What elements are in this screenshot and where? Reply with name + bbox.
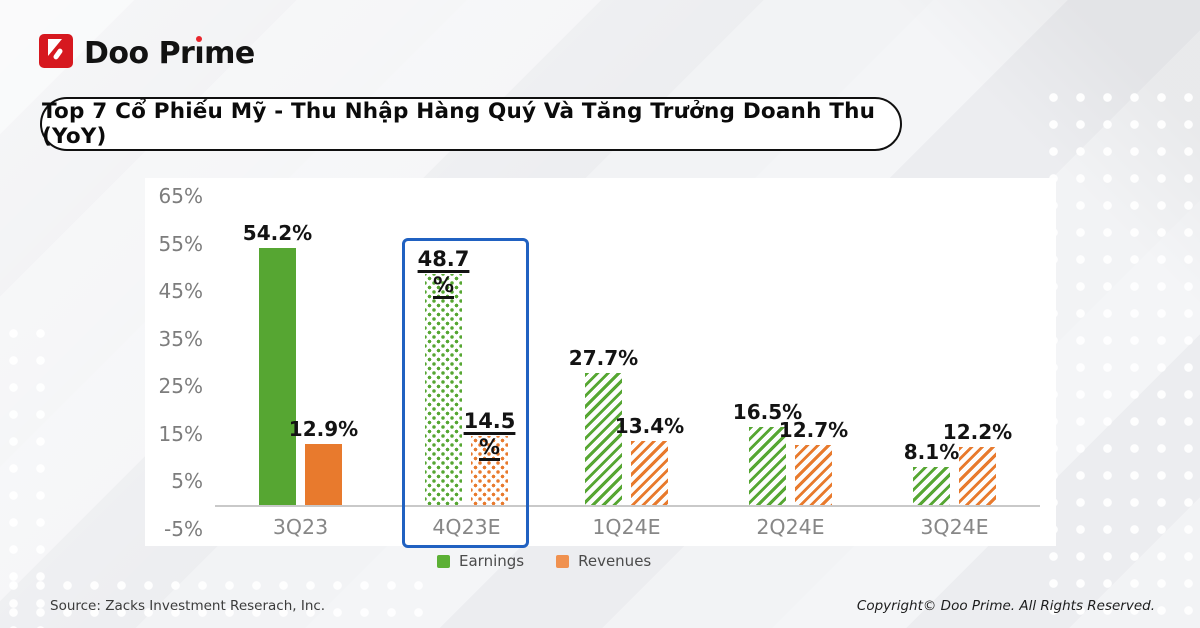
- y-axis-tick: 5%: [171, 469, 203, 494]
- y-axis-tick: 65%: [158, 184, 203, 209]
- legend-item-revenues: Revenues: [556, 552, 651, 570]
- bar-revenues-4q23e: [471, 436, 508, 505]
- x-axis-label-3q23: 3Q23: [272, 515, 329, 539]
- legend-label: Revenues: [578, 552, 652, 570]
- bar-value-label: 16.5%: [732, 400, 803, 424]
- bar-earnings-3q23: [259, 248, 296, 505]
- y-axis-tick: 35%: [158, 326, 203, 351]
- highlight-box-4q23e: [402, 238, 529, 548]
- copyright-text: Copyright© Doo Prime. All Rights Reserve…: [856, 598, 1155, 614]
- logo-i-dot: [196, 35, 203, 42]
- bar-value-label: 14.5%: [463, 409, 516, 459]
- bar-value-label: 8.1%: [903, 440, 960, 464]
- legend-item-earnings: Earnings: [437, 552, 524, 570]
- y-axis-tick: 25%: [158, 374, 203, 399]
- legend-label: Earnings: [459, 552, 525, 570]
- bar-value-label: 12.9%: [288, 417, 359, 441]
- bar-value-label: 13.4%: [614, 414, 685, 438]
- y-axis-tick: 15%: [158, 421, 203, 446]
- bar-chart: 65% 55% 45% 35% 25% 15% 5% -5% 54.2% 12.9% 3Q23 48.…: [145, 178, 1056, 548]
- bar-earnings-3q24e: [913, 467, 950, 505]
- bar-value-label: 54.2%: [242, 221, 313, 245]
- y-axis-tick: -5%: [164, 516, 203, 541]
- doo-prime-logo-icon: [38, 33, 74, 73]
- legend-swatch-earnings: [437, 554, 450, 568]
- bar-earnings-2q24e: [749, 427, 786, 505]
- bar-earnings-4q23e: [425, 274, 462, 505]
- bar-revenues-3q24e: [959, 447, 996, 505]
- x-axis-line: [215, 505, 1040, 507]
- y-axis-tick: 55%: [158, 231, 203, 256]
- x-axis-label-1q24e: 1Q24E: [592, 515, 661, 539]
- chart-title-banner: Top 7 Cổ Phiếu Mỹ - Thu Nhập Hàng Quý Và…: [40, 97, 902, 151]
- bar-value-label: 12.7%: [778, 418, 849, 442]
- bar-value-label: 12.2%: [942, 420, 1013, 444]
- y-axis-tick: 45%: [158, 279, 203, 304]
- dot-pattern-right: [1040, 84, 1200, 628]
- dot-pattern-bottom: [0, 572, 440, 628]
- bar-revenues-3q23: [305, 444, 342, 505]
- doo-prime-logo: Doo Prı me: [38, 33, 255, 73]
- legend-swatch-revenues: [556, 554, 570, 568]
- x-axis-label-2q24e: 2Q24E: [756, 515, 825, 539]
- bar-earnings-1q24e: [585, 373, 622, 505]
- doo-prime-logo-text: Doo Prı me: [84, 35, 255, 71]
- bar-revenues-2q24e: [795, 445, 832, 505]
- source-text: Source: Zacks Investment Reserach, Inc.: [50, 598, 326, 614]
- x-axis-label-3q24e: 3Q24E: [920, 515, 989, 539]
- x-axis-label-4q23e: 4Q23E: [432, 515, 501, 539]
- page-title: Top 7 Cổ Phiếu Mỹ - Thu Nhập Hàng Quý Và…: [42, 99, 876, 149]
- chart-legend: Earnings Revenues: [437, 552, 651, 570]
- bar-value-label: 48.7%: [417, 247, 470, 297]
- bar-revenues-1q24e: [631, 441, 668, 505]
- bar-value-label: 27.7%: [568, 346, 639, 370]
